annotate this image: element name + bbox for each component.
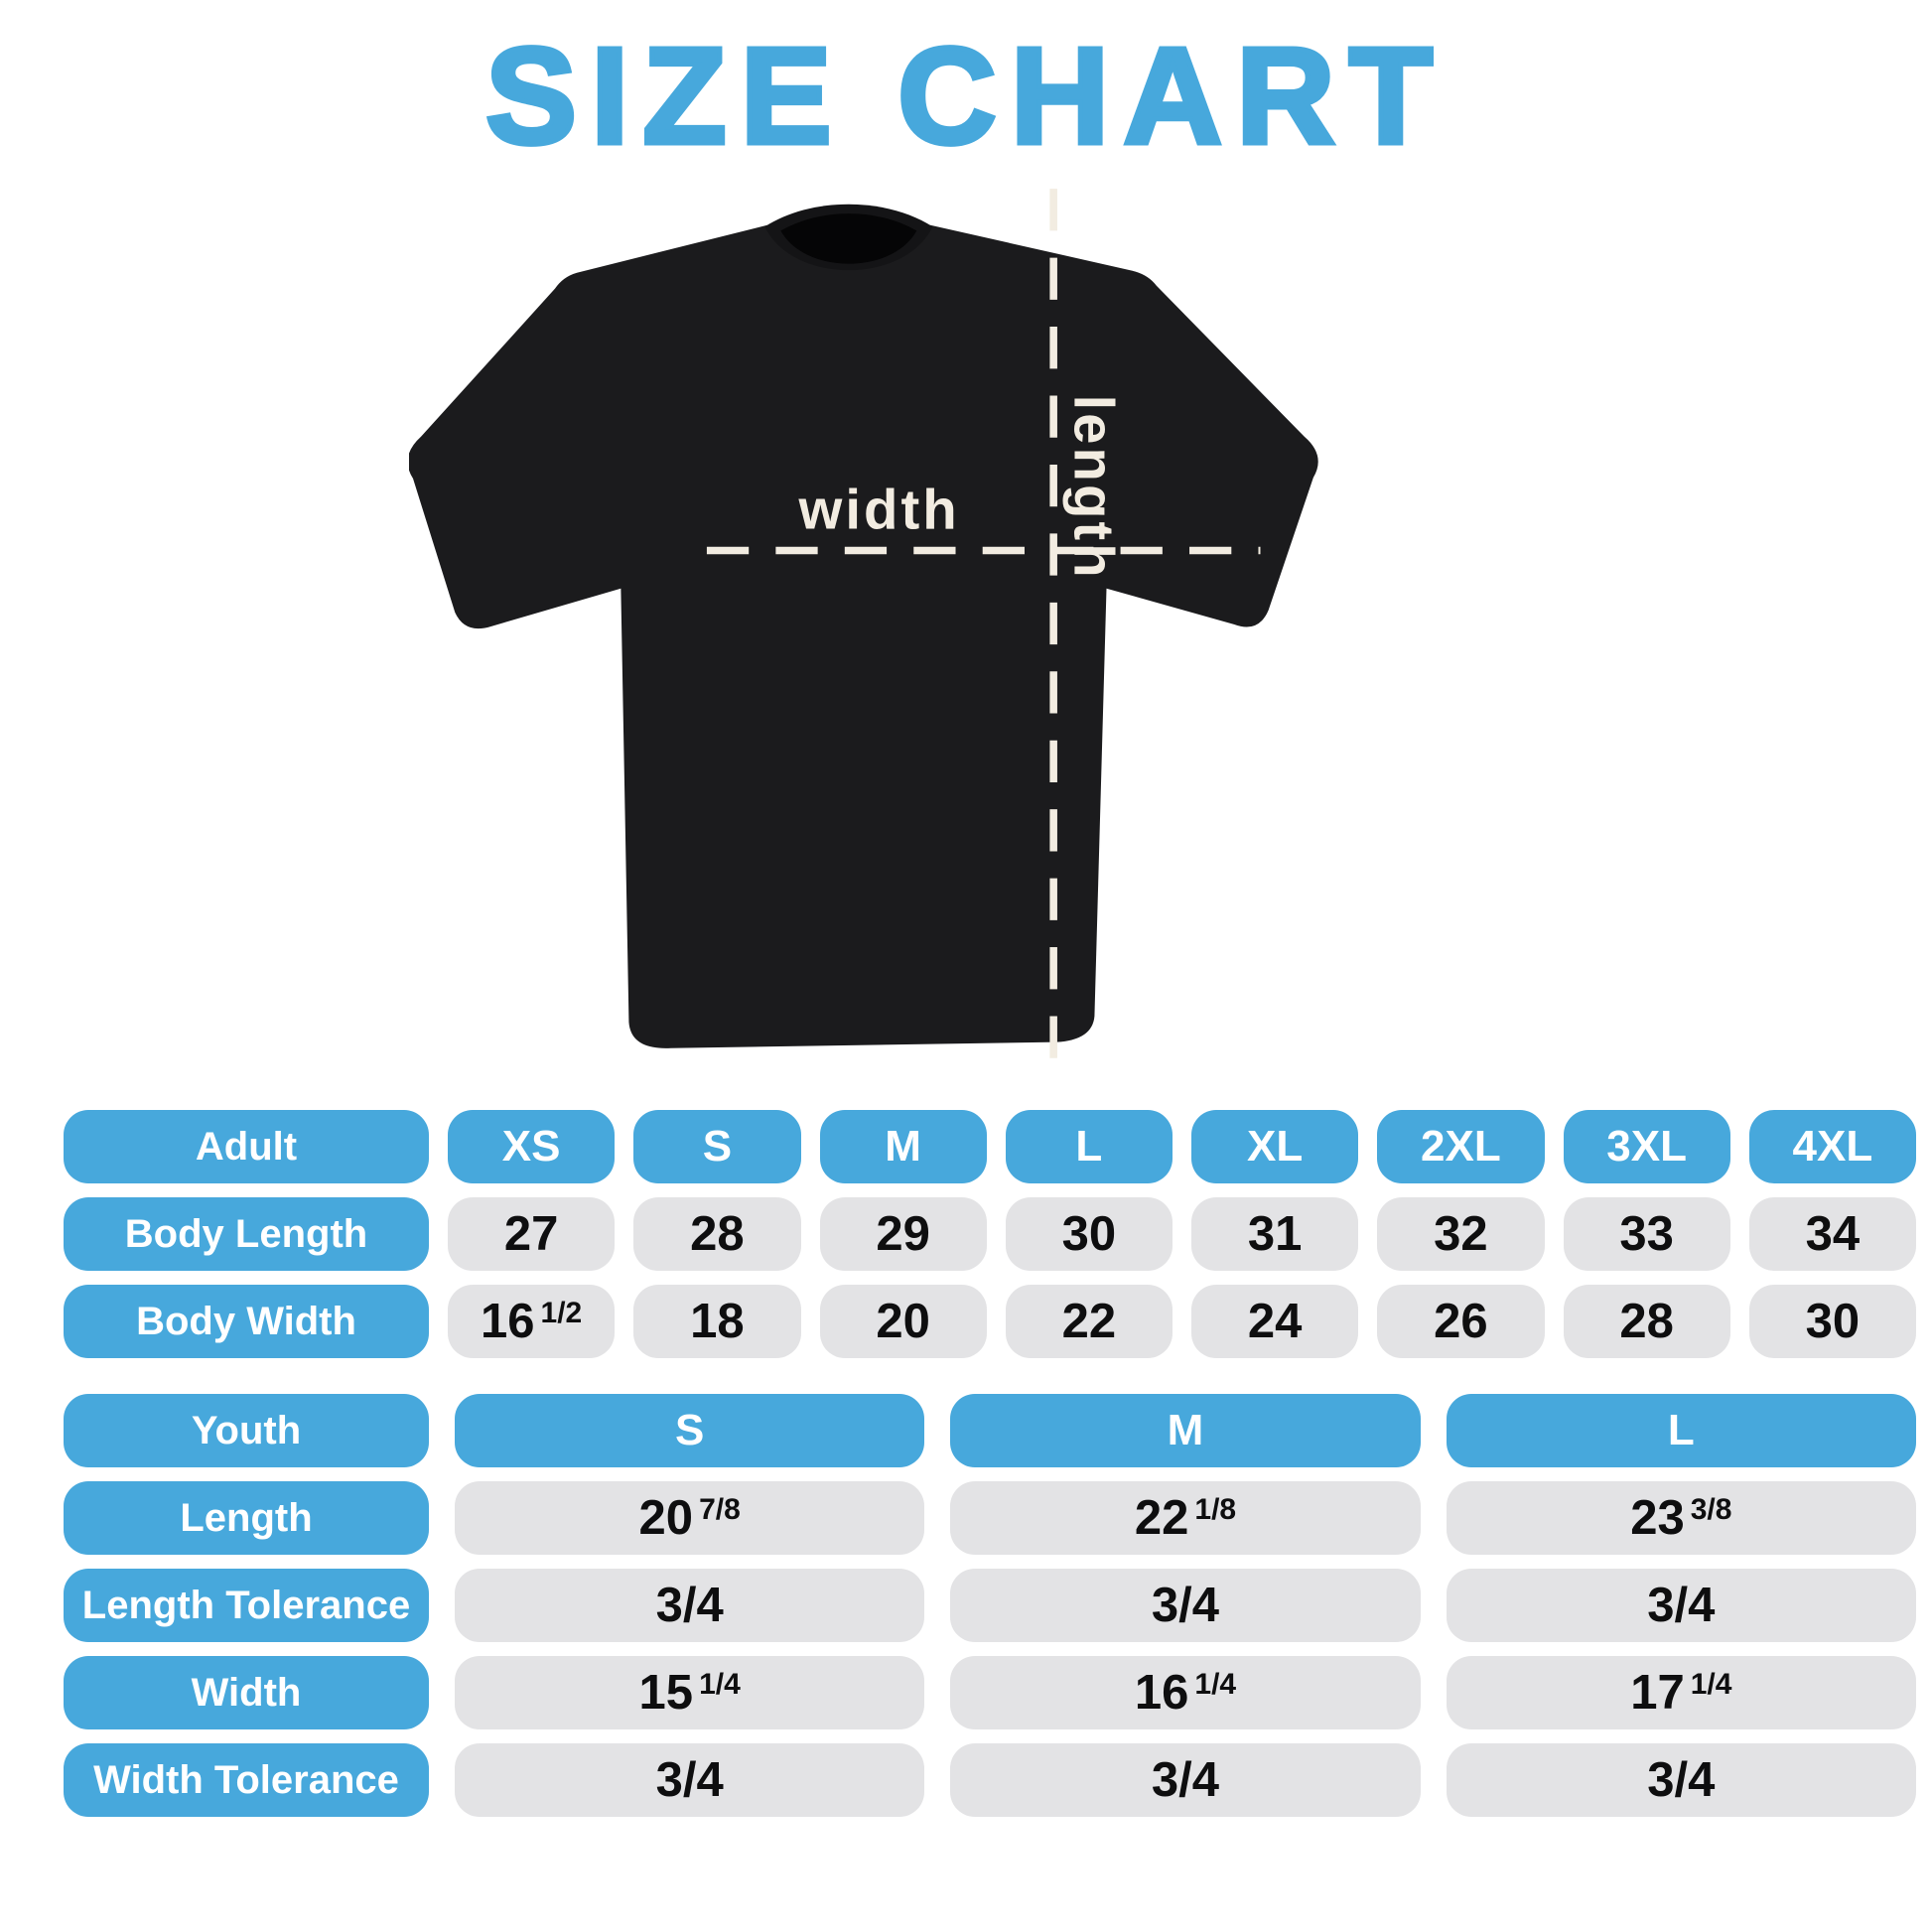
adult-size-xl: XL bbox=[1191, 1110, 1359, 1183]
body-width-l: 22 bbox=[1005, 1285, 1173, 1358]
body-length-l: 30 bbox=[1005, 1197, 1173, 1271]
youth-width-m: 16 1/4 bbox=[950, 1656, 1421, 1729]
youth-length-header: Length bbox=[64, 1481, 429, 1555]
youth-length-s: 20 7/8 bbox=[455, 1481, 925, 1555]
adult-size-4xl: 4XL bbox=[1748, 1110, 1916, 1183]
youth-width-tolerance-header: Width Tolerance bbox=[64, 1743, 429, 1817]
body-length-row: Body Length 27 28 29 30 31 32 33 34 bbox=[64, 1197, 1916, 1271]
length-label: length bbox=[1062, 394, 1125, 580]
adult-size-m: M bbox=[819, 1110, 987, 1183]
youth-length-l: 23 3/8 bbox=[1446, 1481, 1916, 1555]
youth-size-m: M bbox=[950, 1394, 1421, 1467]
youth-length-tolerance-header: Length Tolerance bbox=[64, 1569, 429, 1642]
body-width-3xl: 28 bbox=[1563, 1285, 1730, 1358]
adult-size-3xl: 3XL bbox=[1563, 1110, 1730, 1183]
youth-width-tolerance-s: 3/4 bbox=[455, 1743, 925, 1817]
youth-size-s: S bbox=[455, 1394, 925, 1467]
youth-length-tolerance-row: Length Tolerance 3/4 3/4 3/4 bbox=[64, 1569, 1916, 1642]
adult-size-xs: XS bbox=[448, 1110, 616, 1183]
tshirt-shape bbox=[409, 212, 1318, 1048]
adult-size-s: S bbox=[633, 1110, 801, 1183]
youth-width-header: Width bbox=[64, 1656, 429, 1729]
tshirt-diagram: width length bbox=[409, 177, 1338, 1080]
body-length-m: 29 bbox=[819, 1197, 987, 1271]
page-title: SIZE CHART bbox=[483, 18, 1447, 176]
collar-opening bbox=[780, 213, 917, 264]
youth-length-tolerance-s: 3/4 bbox=[455, 1569, 925, 1642]
youth-width-row: Width 15 1/4 16 1/4 17 1/4 bbox=[64, 1656, 1916, 1729]
body-width-2xl: 26 bbox=[1377, 1285, 1545, 1358]
body-length-4xl: 34 bbox=[1748, 1197, 1916, 1271]
youth-size-table: Youth S M L Length 20 7/8 22 1/8 23 3/8 Len… bbox=[64, 1394, 1916, 1817]
youth-width-tolerance-l: 3/4 bbox=[1446, 1743, 1916, 1817]
youth-length-tolerance-l: 3/4 bbox=[1446, 1569, 1916, 1642]
adult-size-table: Adult XS S M L XL 2XL 3XL 4XL Body Lengt… bbox=[64, 1110, 1916, 1358]
body-width-row: Body Width 16 1/2 18 20 22 24 26 28 30 bbox=[64, 1285, 1916, 1358]
adult-header-row: Adult XS S M L XL 2XL 3XL 4XL bbox=[64, 1110, 1916, 1183]
width-label: width bbox=[798, 478, 960, 540]
body-length-header: Body Length bbox=[64, 1197, 429, 1271]
adult-row-header: Adult bbox=[64, 1110, 429, 1183]
tshirt-illustration: width length bbox=[409, 189, 1318, 1072]
youth-width-s: 15 1/4 bbox=[455, 1656, 925, 1729]
body-width-xs: 16 1/2 bbox=[448, 1285, 616, 1358]
youth-length-tolerance-m: 3/4 bbox=[950, 1569, 1421, 1642]
body-width-header: Body Width bbox=[64, 1285, 429, 1358]
body-length-3xl: 33 bbox=[1563, 1197, 1730, 1271]
youth-row-header: Youth bbox=[64, 1394, 429, 1467]
youth-header-row: Youth S M L bbox=[64, 1394, 1916, 1467]
adult-size-l: L bbox=[1005, 1110, 1173, 1183]
body-length-xs: 27 bbox=[448, 1197, 616, 1271]
body-length-xl: 31 bbox=[1191, 1197, 1359, 1271]
body-width-xl: 24 bbox=[1191, 1285, 1359, 1358]
adult-size-2xl: 2XL bbox=[1377, 1110, 1545, 1183]
body-width-s: 18 bbox=[633, 1285, 801, 1358]
body-length-s: 28 bbox=[633, 1197, 801, 1271]
body-width-m: 20 bbox=[819, 1285, 987, 1358]
youth-length-m: 22 1/8 bbox=[950, 1481, 1421, 1555]
youth-width-l: 17 1/4 bbox=[1446, 1656, 1916, 1729]
youth-size-l: L bbox=[1446, 1394, 1916, 1467]
youth-width-tolerance-row: Width Tolerance 3/4 3/4 3/4 bbox=[64, 1743, 1916, 1817]
body-length-2xl: 32 bbox=[1377, 1197, 1545, 1271]
youth-width-tolerance-m: 3/4 bbox=[950, 1743, 1421, 1817]
youth-length-row: Length 20 7/8 22 1/8 23 3/8 bbox=[64, 1481, 1916, 1555]
body-width-4xl: 30 bbox=[1748, 1285, 1916, 1358]
